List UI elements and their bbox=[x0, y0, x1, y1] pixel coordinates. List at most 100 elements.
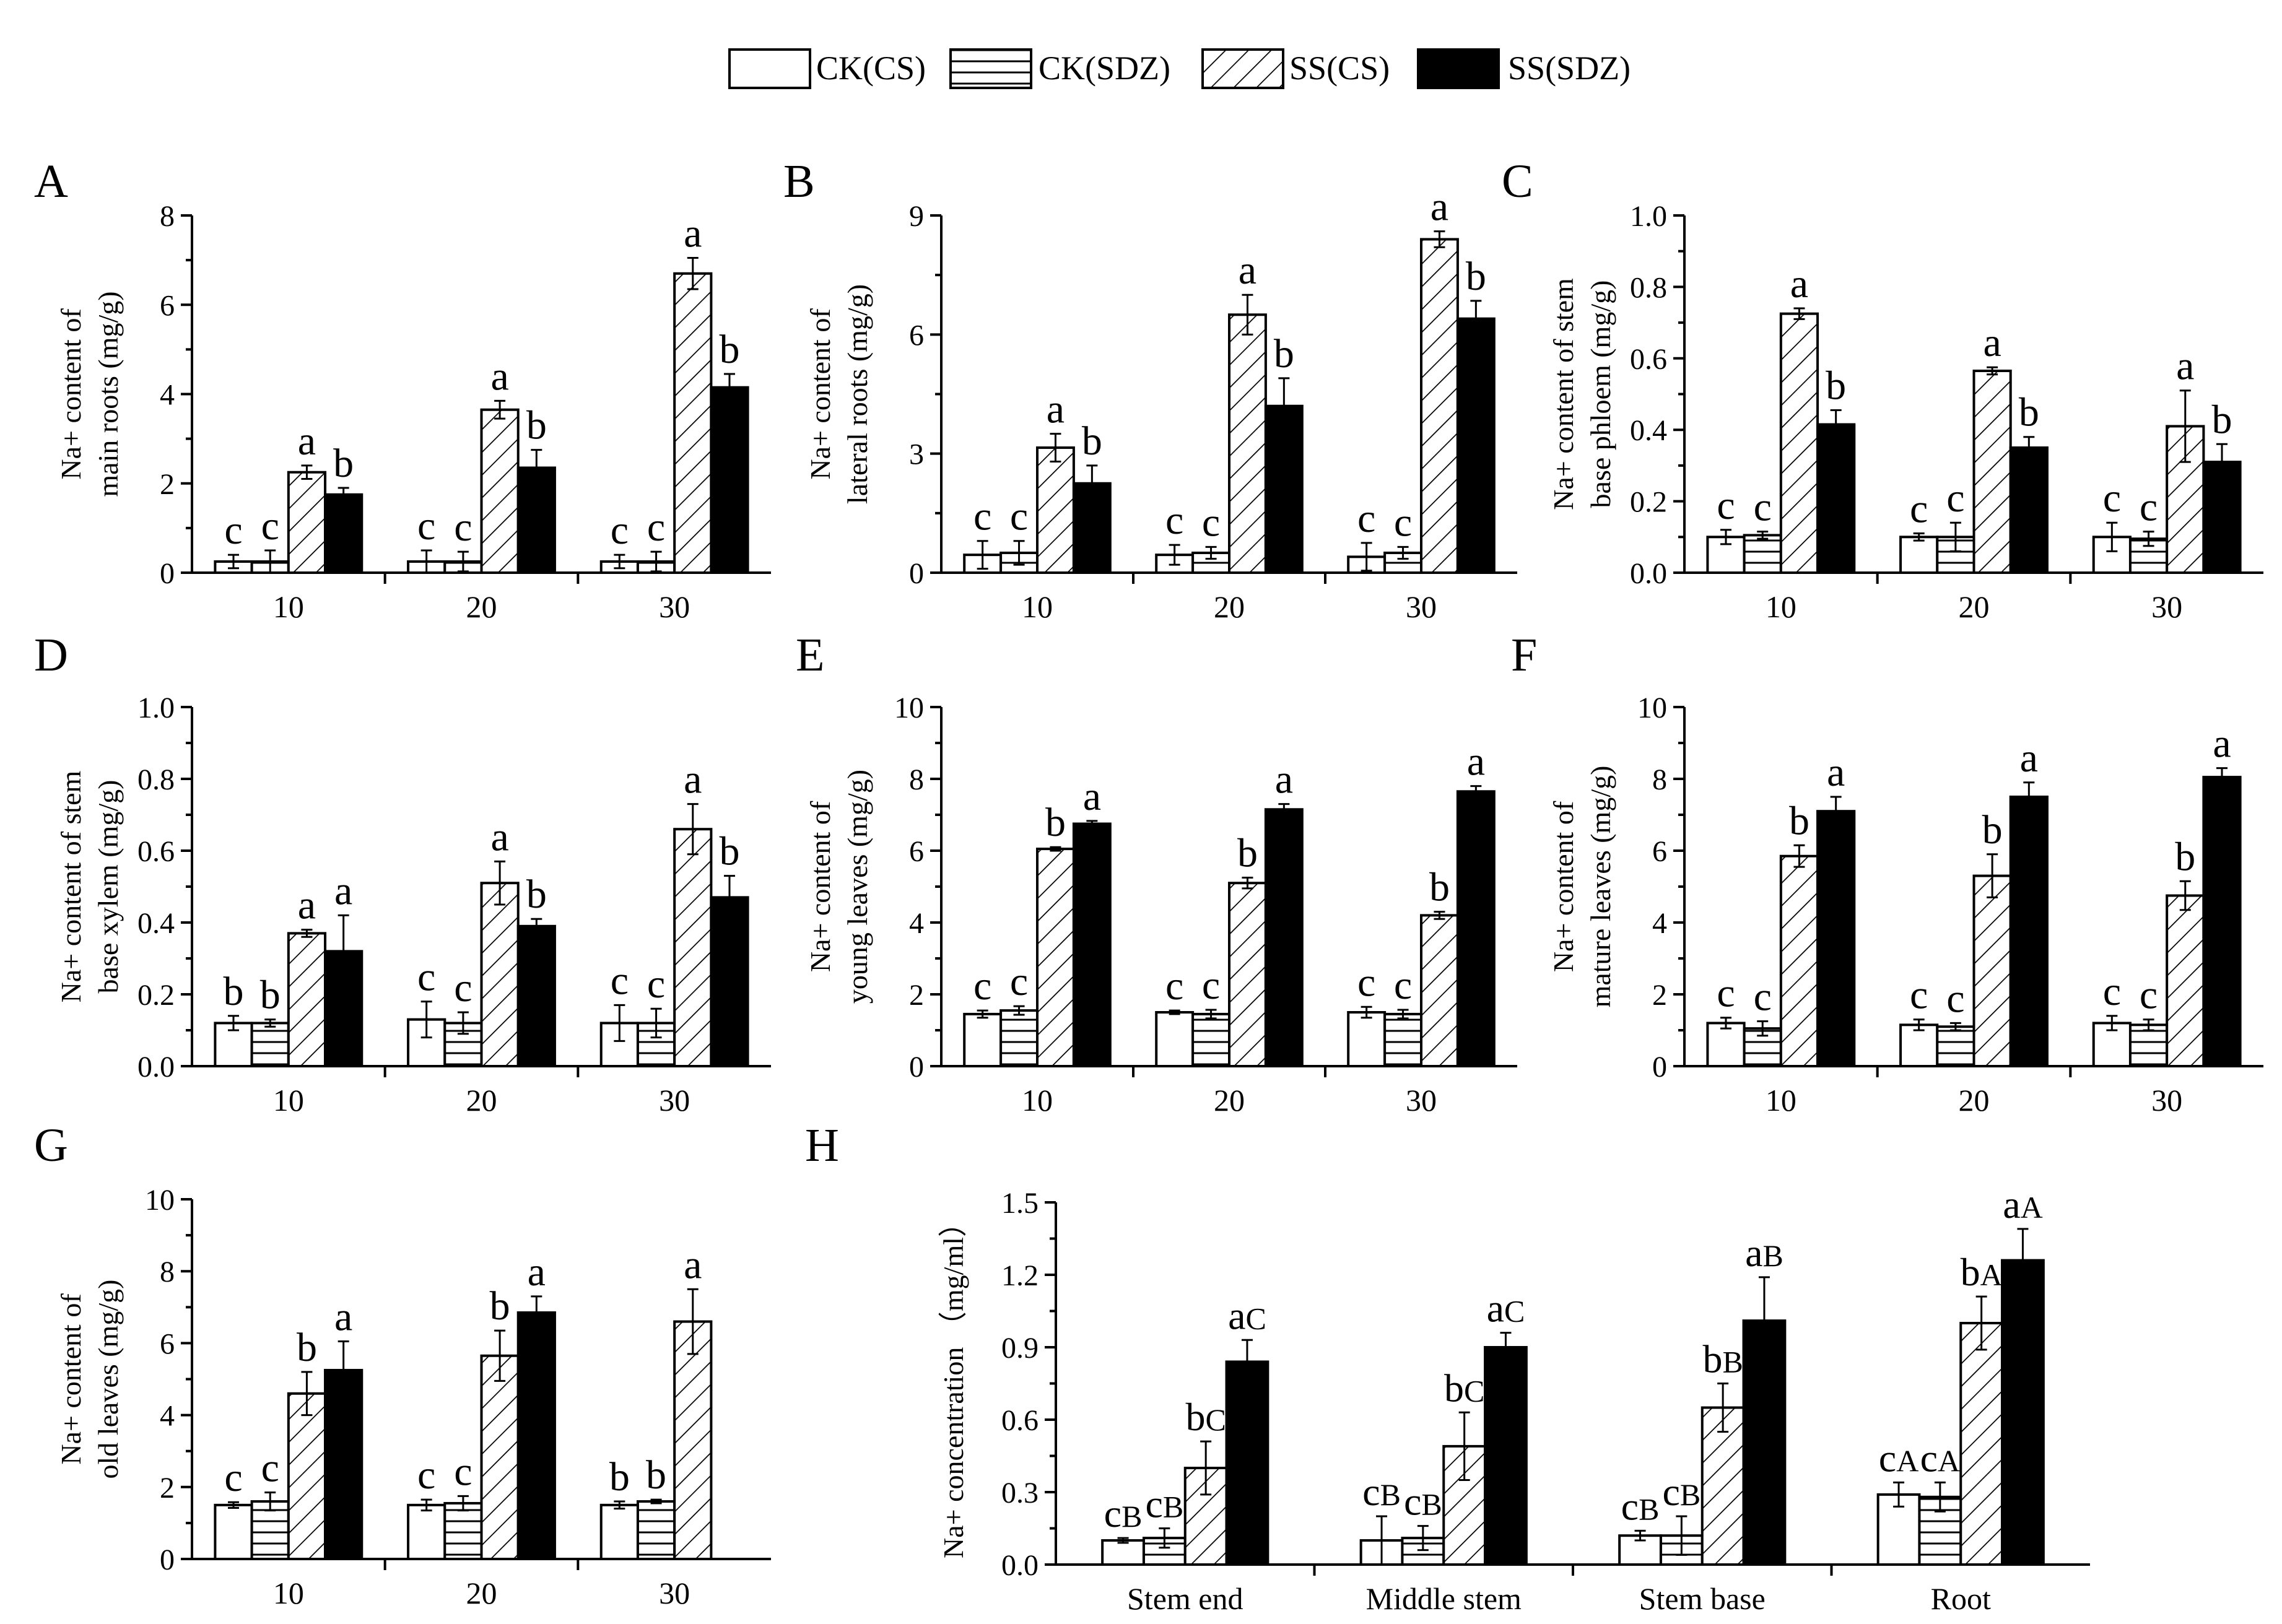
letter-lower: b bbox=[719, 327, 739, 372]
significance-letter: b bbox=[1237, 831, 1258, 876]
bar-ck-sdz bbox=[1936, 1025, 1975, 1067]
letter-upper: B bbox=[1121, 1499, 1142, 1534]
bar-ss-cs bbox=[1701, 1406, 1745, 1566]
bar-ss-cs bbox=[2166, 894, 2205, 1067]
bar-ck-cs bbox=[214, 1503, 253, 1561]
letter-lower: c bbox=[224, 1455, 242, 1500]
bar-ck-cs bbox=[1706, 1022, 1746, 1068]
legend-swatch-horizontal bbox=[949, 48, 1032, 89]
significance-letter: a bbox=[684, 1242, 702, 1287]
significance-letter: c bbox=[1946, 976, 1964, 1021]
letter-lower: b bbox=[1082, 419, 1102, 464]
letter-lower: a bbox=[1228, 1293, 1245, 1337]
letter-lower: b bbox=[609, 1454, 630, 1500]
significance-letter: c bbox=[1754, 975, 1772, 1020]
y-tick-label: 0.8 bbox=[137, 763, 175, 796]
letter-lower: c bbox=[1920, 1436, 1938, 1480]
letter-lower: a bbox=[528, 1249, 546, 1295]
significance-letter: a bbox=[1431, 185, 1448, 230]
y-tick-label: 1.2 bbox=[1001, 1259, 1039, 1292]
significance-letter: a bbox=[1047, 387, 1065, 432]
significance-letter: c bbox=[454, 505, 472, 550]
significance-letter: c bbox=[1910, 487, 1928, 532]
letter-lower: b bbox=[1982, 807, 2003, 853]
letter-upper: C bbox=[1245, 1301, 1266, 1335]
significance-letter: c bbox=[1202, 963, 1220, 1008]
letter-lower: a bbox=[684, 1242, 702, 1287]
letter-lower: a bbox=[684, 757, 702, 802]
significance-letter: a bbox=[1790, 261, 1808, 306]
y-tick-label: 8 bbox=[1652, 763, 1667, 796]
significance-letter: a bbox=[684, 757, 702, 802]
y-axis-title-line: young leaves (mg/g) bbox=[842, 770, 873, 1004]
letter-lower: b bbox=[2211, 397, 2232, 442]
y-tick-label: 0.4 bbox=[137, 907, 175, 940]
significance-letter: c bbox=[611, 508, 629, 553]
significance-letter: cB bbox=[1362, 1470, 1401, 1514]
significance-letter: a bbox=[2176, 344, 2194, 389]
significance-letter: aC bbox=[1228, 1293, 1266, 1337]
letter-lower: a bbox=[1983, 320, 2001, 365]
letter-lower: c bbox=[2140, 485, 2158, 530]
letter-lower: c bbox=[611, 958, 629, 1003]
letter-lower: c bbox=[611, 508, 629, 553]
significance-letter: c bbox=[1165, 498, 1183, 543]
bar-ss-cs bbox=[1972, 874, 2012, 1067]
y-tick-label: 0.6 bbox=[137, 835, 175, 868]
x-tick-label: 10 bbox=[1766, 1083, 1796, 1118]
significance-letter: aB bbox=[1745, 1231, 1783, 1275]
significance-letter: c bbox=[1717, 971, 1735, 1016]
bar-ss-cs bbox=[1779, 854, 1819, 1067]
letter-lower: c bbox=[1202, 963, 1220, 1008]
significance-letter: c bbox=[261, 1446, 279, 1491]
letter-lower: c bbox=[261, 1446, 279, 1491]
panel-letter: C bbox=[1502, 155, 1533, 207]
significance-letter: c bbox=[417, 1452, 435, 1498]
significance-letter: c bbox=[2103, 969, 2121, 1014]
y-tick-label: 2 bbox=[160, 1472, 175, 1505]
panel-f: F 0 2 4 6 8 10 Na+ content of mature leaves (mg/… bbox=[1511, 629, 2263, 1118]
significance-letter: a bbox=[490, 354, 508, 399]
letter-lower: c bbox=[1621, 1484, 1639, 1528]
bar-ss-sdz bbox=[324, 493, 364, 574]
significance-letter: bC bbox=[1444, 1366, 1484, 1410]
letter-lower: c bbox=[417, 955, 435, 1000]
y-tick-label: 2 bbox=[1652, 979, 1667, 1012]
y-tick-label: 2 bbox=[909, 979, 924, 1012]
y-tick-label: 0 bbox=[909, 1051, 924, 1083]
x-tick-label: Stem end bbox=[1127, 1581, 1243, 1616]
panel-letter: E bbox=[796, 629, 824, 681]
bar-ss-cs bbox=[1779, 312, 1819, 574]
letter-lower: c bbox=[1394, 500, 1412, 545]
y-tick-label: 0.2 bbox=[137, 979, 175, 1012]
significance-letter: b bbox=[2211, 397, 2232, 442]
bar-ss-sdz bbox=[516, 924, 556, 1068]
significance-letter: c bbox=[1394, 963, 1412, 1008]
panel-letter: B bbox=[783, 155, 815, 207]
significance-letter: c bbox=[611, 958, 629, 1003]
x-tick-label: 10 bbox=[273, 589, 304, 624]
letter-lower: c bbox=[1394, 963, 1412, 1008]
significance-letter: a bbox=[298, 419, 316, 464]
significance-letter: bC bbox=[1185, 1395, 1226, 1439]
letter-lower: c bbox=[1910, 973, 1928, 1018]
significance-letter: cA bbox=[1920, 1436, 1961, 1480]
letter-lower: a bbox=[2213, 721, 2231, 766]
bar-ck-sdz bbox=[250, 1022, 290, 1068]
bar-ss-cs bbox=[1036, 848, 1075, 1067]
letter-upper: B bbox=[1380, 1477, 1401, 1512]
letter-lower: a bbox=[2003, 1183, 2020, 1227]
y-tick-label: 3 bbox=[909, 438, 924, 471]
bar-ck-cs bbox=[963, 1012, 1003, 1068]
bar-ck-cs bbox=[1899, 536, 1939, 574]
letter-upper: B bbox=[1680, 1477, 1701, 1512]
letter-lower: a bbox=[1083, 774, 1101, 819]
significance-letter: b bbox=[719, 829, 739, 874]
significance-letter: a bbox=[1083, 774, 1101, 819]
letter-lower: c bbox=[1910, 487, 1928, 532]
legend-label: SS(CS) bbox=[1289, 50, 1390, 87]
y-axis-title-line: Na+ content of bbox=[55, 1293, 87, 1465]
panel-a: A 0 2 4 6 8 Na+ content of main roots (mg/g) 10 c… bbox=[34, 155, 771, 624]
bar-ss-cs bbox=[1959, 1322, 2004, 1566]
significance-letter: a bbox=[1983, 320, 2001, 365]
